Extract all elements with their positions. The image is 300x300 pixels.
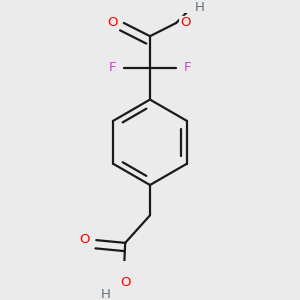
Text: O: O: [120, 275, 130, 289]
Text: H: H: [195, 1, 205, 14]
Text: F: F: [109, 61, 116, 74]
Text: F: F: [184, 61, 191, 74]
Text: O: O: [80, 232, 90, 245]
Text: O: O: [107, 16, 118, 29]
Text: O: O: [180, 16, 190, 29]
Text: H: H: [101, 288, 111, 300]
